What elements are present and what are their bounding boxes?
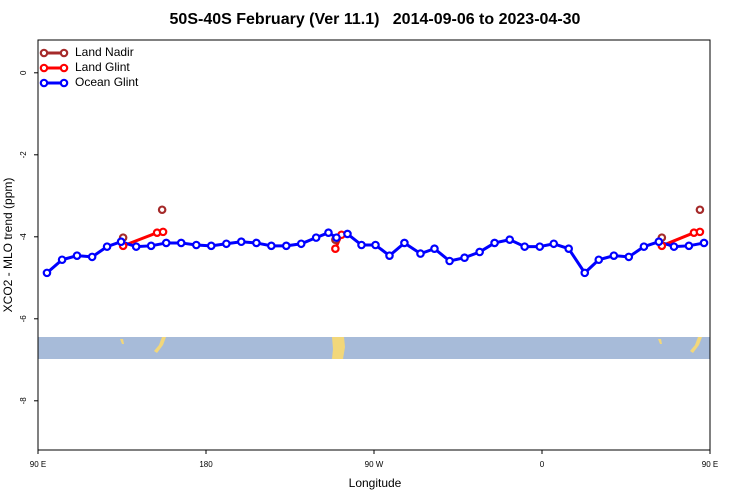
chart-title: 50S-40S February (Ver 11.1) 2014-09-06 t… [170,11,581,28]
legend-swatch [59,48,69,58]
series-line [45,231,705,276]
data-point [416,249,425,258]
ocean-band [38,337,710,359]
legend-label: Land Nadir [75,45,134,59]
data-point [385,251,394,260]
data-point [131,242,141,251]
land-strip [38,337,710,359]
data-point [580,268,590,278]
data-point [176,238,186,248]
data-point [669,242,679,251]
data-point [296,239,306,249]
legend-swatch [39,63,49,73]
data-point [158,227,168,237]
data-point [699,238,709,248]
data-point [609,251,619,260]
data-point [400,238,409,248]
data-point [695,227,705,237]
y-tick-label: 0 [19,70,28,75]
data-point [42,268,52,278]
data-point [371,240,380,250]
data-point [357,240,366,250]
data-point [191,240,201,250]
y-tick-label: -8 [19,397,28,405]
data-point [206,241,216,251]
x-tick-label: 0 [540,460,545,469]
data-point [695,205,705,215]
data-point [505,235,515,244]
data-point [161,238,171,248]
data-point [535,242,545,251]
data-point [157,205,167,215]
data-point [281,241,291,251]
legend-label: Ocean Glint [75,75,139,89]
y-tick-label: -4 [19,233,28,241]
data-point [324,228,333,238]
data-point [87,252,97,262]
legend-swatch [59,78,69,88]
legend-swatch [39,78,49,88]
data-point [146,241,156,251]
legend-swatch [39,48,49,58]
data-point [445,256,454,266]
legend-label: Land Glint [75,60,130,74]
data-point [72,251,82,260]
data-point [475,247,484,257]
data-point [564,244,573,253]
data-point [222,239,231,249]
data-point [236,237,246,247]
data-point [639,242,649,251]
x-tick-label: 180 [199,460,213,469]
x-tick-label: 90 E [30,460,46,469]
data-point [684,241,694,251]
data-point [490,238,499,248]
x-tick-label: 90 W [365,460,384,469]
data-point [57,255,67,265]
y-axis-label: XCO2 - MLO trend (ppm) [1,178,15,313]
data-point [343,229,352,239]
data-point [430,244,439,253]
data-point [654,237,664,247]
data-point [311,233,321,242]
x-axis-label: Longitude [349,476,402,490]
data-point [102,242,112,251]
legend-swatch [59,63,69,73]
data-point [252,238,261,248]
data-point [549,239,559,249]
x-tick-label: 90 E [702,460,718,469]
data-point [460,253,469,263]
data-point [331,244,340,253]
data-point [332,233,341,242]
data-point [116,237,126,247]
data-point [267,241,276,251]
y-tick-label: -6 [19,315,28,323]
data-point [594,255,604,265]
data-point [520,242,529,251]
data-point [624,252,634,262]
y-tick-label: -2 [19,151,28,159]
